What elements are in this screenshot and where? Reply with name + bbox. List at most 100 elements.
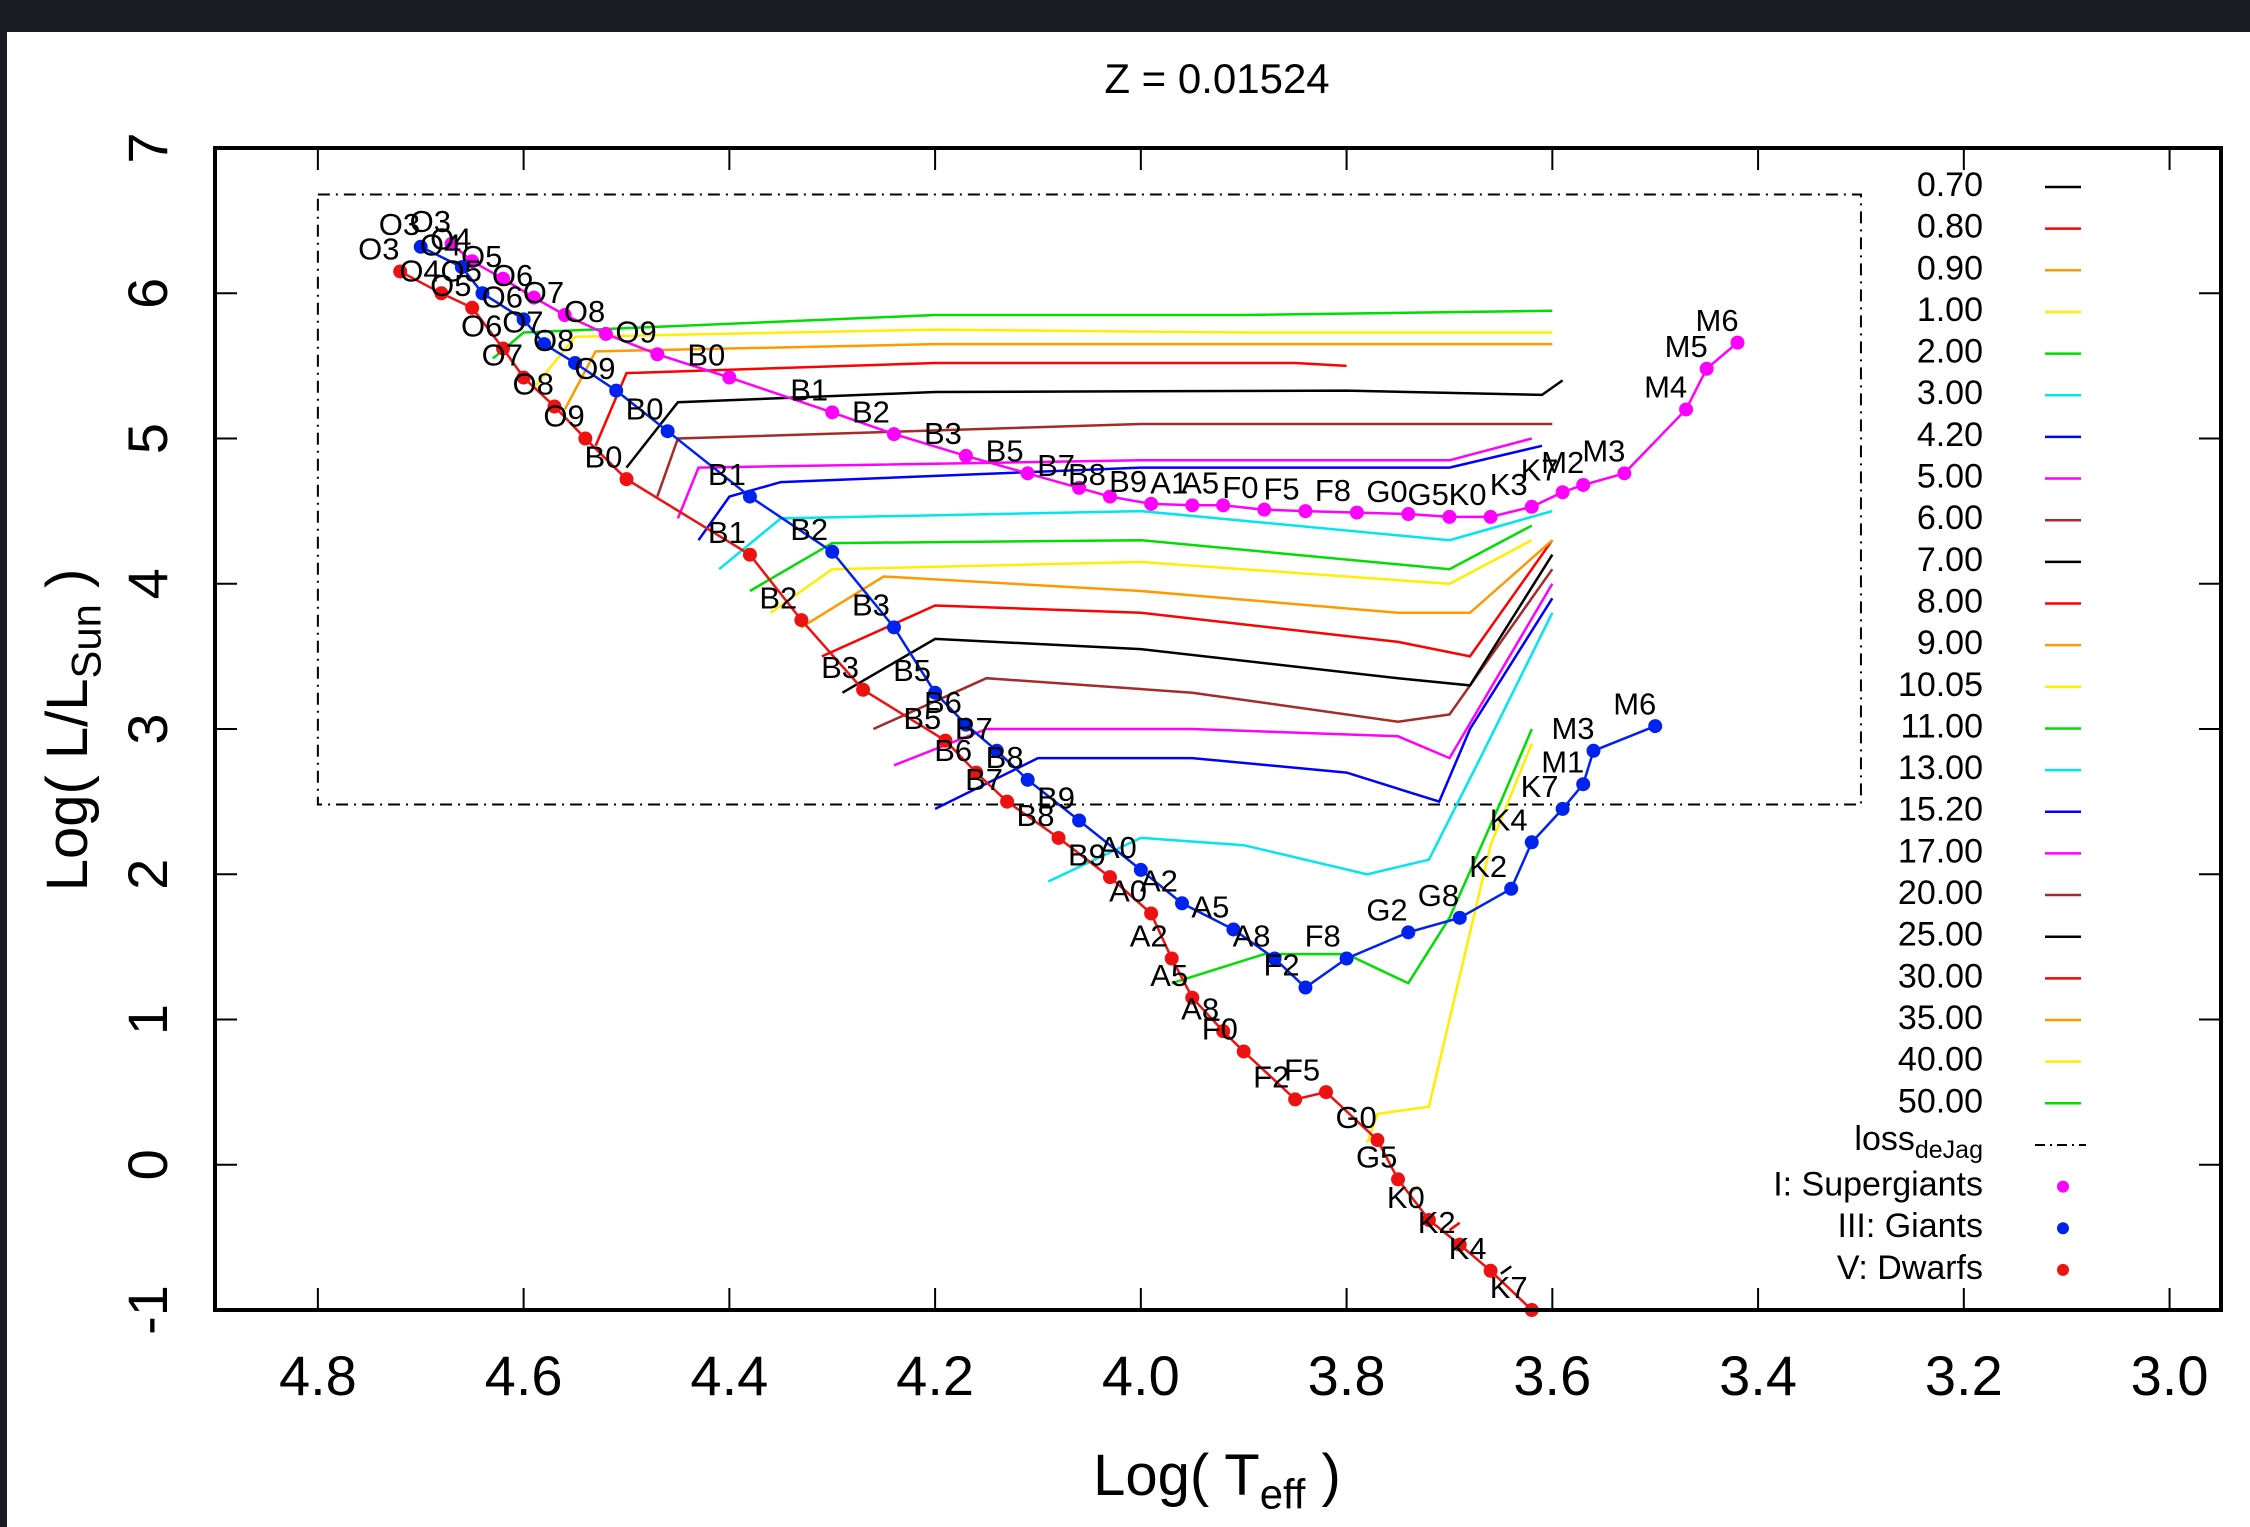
spectral-label: A2	[1130, 919, 1168, 954]
sequence-point	[938, 733, 953, 748]
sequence-point	[1524, 835, 1539, 850]
spectral-label: B8	[1068, 457, 1106, 492]
spectral-label: B5	[903, 701, 941, 736]
spectral-label: B6	[934, 733, 972, 768]
sequence-point	[1000, 794, 1015, 809]
spectral-label: O8	[512, 367, 553, 402]
spectral-label: G5	[1407, 477, 1448, 512]
legend-label: 0.80	[1917, 208, 1983, 246]
mass-track	[718, 509, 1553, 571]
legend-label: 17.00	[1898, 832, 1983, 870]
sequence-point	[1442, 509, 1457, 524]
spectral-label: O8	[533, 323, 574, 358]
mass-track	[934, 597, 1554, 811]
spectral-label: O5	[440, 253, 481, 288]
spectral-label: G5	[1356, 1139, 1397, 1174]
sequence-point	[1349, 505, 1364, 520]
legend-label: 15.20	[1898, 791, 1983, 829]
mass-track	[676, 437, 1533, 519]
mass-track	[1366, 743, 1533, 1144]
sequence-point	[1576, 777, 1591, 792]
legend-label: 7.00	[1917, 541, 1983, 579]
sequence-point	[1483, 509, 1498, 524]
legend-label: 3.00	[1917, 374, 1983, 412]
mass-track	[749, 524, 1533, 593]
spectral-label: O3	[410, 204, 451, 239]
legend-label: 8.00	[1917, 582, 1983, 620]
x-tick-label: 4.8	[279, 1344, 357, 1407]
sequence-point	[537, 337, 552, 352]
sequence-point	[1452, 1237, 1467, 1252]
sequence-point	[1144, 496, 1159, 511]
spectral-label: B8	[1017, 798, 1055, 833]
legend-label: 50.00	[1898, 1082, 1983, 1120]
sequence-point	[958, 717, 973, 732]
spectral-label: B8	[986, 740, 1024, 775]
spectral-label: K2	[1469, 849, 1507, 884]
y-tick-label: 2	[116, 859, 179, 890]
legend-label-main: loss	[1854, 1120, 1914, 1158]
legend-label: lossdeJag	[1854, 1120, 1983, 1164]
spectral-label: B5	[986, 434, 1024, 469]
mass-track	[697, 444, 1543, 541]
y-tick-label: 6	[116, 278, 179, 309]
sequence-point	[598, 326, 613, 341]
sequence-point	[619, 472, 634, 487]
sequence-point	[1072, 480, 1087, 495]
sequence-point	[742, 547, 757, 562]
spectral-label: B2	[759, 580, 797, 615]
spectral-label: B7	[955, 711, 993, 746]
spectral-label: F8	[1305, 919, 1341, 954]
spectral-label: G0	[1366, 474, 1407, 509]
sequence-point	[609, 383, 624, 398]
spectral-label: B0	[626, 391, 664, 426]
mass-track	[821, 539, 1554, 658]
y-axis-title-main: Log( L/L	[35, 678, 100, 891]
legend-label: 4.20	[1917, 416, 1983, 454]
spectral-label: F8	[1315, 473, 1351, 508]
spectral-label: M2	[1541, 445, 1584, 480]
x-tick-label: 4.0	[1102, 1344, 1180, 1407]
spectral-label: M1	[1541, 744, 1584, 779]
spectral-label: B0	[687, 338, 725, 373]
spectral-label: A8	[1233, 919, 1271, 954]
spectral-label: M5	[1665, 329, 1708, 364]
sequence-point	[1298, 980, 1313, 995]
x-axis-title-end: )	[1305, 1443, 1340, 1508]
sequence-point	[516, 312, 531, 327]
legend-label: 6.00	[1917, 499, 1983, 537]
sequence-point	[1298, 504, 1313, 519]
sequence-point	[568, 355, 583, 370]
sequence-point	[1401, 507, 1416, 522]
spectral-label: B9	[1109, 464, 1147, 499]
spectral-label: O7	[482, 338, 523, 373]
sequence-point	[794, 613, 809, 628]
spectral-label: B5	[893, 653, 931, 688]
sequence-point	[1236, 1044, 1251, 1059]
spectral-label: O4	[399, 253, 440, 288]
sequence-point	[393, 264, 408, 279]
spectral-label: K3	[1490, 467, 1528, 502]
spectral-label: A5	[1150, 958, 1188, 993]
sequence-point	[928, 685, 943, 700]
sequence-point	[650, 347, 665, 362]
spectral-label: O4	[420, 227, 461, 262]
sequence-point	[1555, 485, 1570, 500]
spectral-label: M4	[1644, 370, 1687, 405]
legend-label: 2.00	[1917, 333, 1983, 371]
sequence-point	[547, 399, 562, 414]
sequence-point	[1185, 990, 1200, 1005]
spectral-label: M3	[1582, 434, 1625, 469]
sequence-point	[1164, 951, 1179, 966]
y-tick-label: 1	[116, 1004, 179, 1035]
spectral-label: B3	[821, 650, 859, 685]
mass-track	[1407, 1185, 1420, 1195]
sequence-point	[1699, 361, 1714, 376]
legend-label: 10.05	[1898, 666, 1983, 704]
sequence-point	[496, 271, 511, 286]
sequence-point	[1257, 502, 1272, 517]
sequence-point	[1421, 1212, 1436, 1227]
x-tick-label: 4.6	[485, 1344, 563, 1407]
legend-label: 35.00	[1898, 999, 1983, 1037]
sequence-point	[825, 544, 840, 559]
